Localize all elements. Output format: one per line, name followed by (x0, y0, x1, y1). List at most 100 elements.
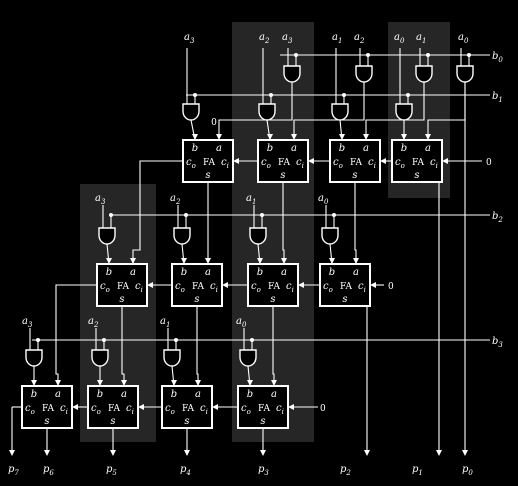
junction-dot (332, 213, 336, 217)
arrow-head (138, 404, 144, 410)
arrow-head (110, 450, 116, 456)
fa-port-b: b (192, 143, 198, 154)
fa-port-s: s (44, 416, 49, 427)
and-gate-top-0 (283, 65, 301, 83)
column-band (232, 22, 314, 442)
fa-port-s: s (260, 416, 265, 427)
arrow-head (212, 404, 218, 410)
fa-port-b: b (171, 389, 177, 400)
junction-dot (250, 338, 254, 342)
arrow-head (130, 258, 136, 264)
arrow-head (363, 134, 369, 140)
fa-port-b: b (329, 267, 335, 278)
label-zero: 0 (320, 404, 326, 414)
fa-port-ci: ci (200, 403, 208, 416)
junction-dot (174, 338, 178, 342)
arrow-head (281, 258, 287, 264)
column-highlight-bands (80, 22, 450, 442)
fa-label: FA (182, 404, 194, 414)
arrow-head (181, 258, 187, 264)
wire (293, 82, 365, 140)
wire (354, 182, 357, 264)
arrow-head (147, 282, 153, 288)
fa-port-ci: ci (135, 281, 143, 294)
label-r3-a3: a0 (236, 316, 247, 329)
and-gate-r1-1 (258, 103, 276, 121)
wires (9, 48, 490, 456)
fa-label: FA (350, 158, 362, 168)
fa-port-b: b (181, 267, 187, 278)
label-p6: p6 (43, 464, 54, 477)
arrow-head (233, 158, 239, 164)
fa-port-b: b (257, 267, 263, 278)
fa-port-s: s (342, 294, 347, 305)
junction-dot (467, 53, 471, 57)
arrow-head (260, 450, 266, 456)
arrow-head (97, 380, 103, 386)
fa-port-co: co (91, 403, 101, 416)
fa-port-s: s (414, 170, 419, 181)
fa-port-ci: ci (368, 157, 376, 170)
label-top-a2: a3 (282, 32, 293, 45)
fa-r2-c1 (171, 263, 223, 307)
label-top-a3: a1 (332, 32, 342, 45)
junction-dot (102, 338, 106, 342)
fa-port-co: co (333, 157, 343, 170)
label-p5: p5 (106, 464, 117, 477)
fa-port-ci: ci (126, 403, 134, 416)
and-gate-r1-2 (331, 103, 349, 121)
fa-label: FA (192, 282, 204, 292)
junction-dot (426, 53, 430, 57)
arrow-head (291, 134, 297, 140)
arrow-head (9, 450, 15, 456)
label-top-a0: a3 (184, 32, 195, 45)
fa-r3-c2 (161, 385, 213, 429)
fa-label: FA (412, 158, 424, 168)
fa-port-co: co (175, 281, 185, 294)
fa-port-b: b (339, 143, 345, 154)
fa-r2-c0 (96, 263, 148, 307)
label-b3: b3 (492, 336, 503, 349)
label-p7: p7 (8, 464, 19, 477)
fa-port-co: co (241, 403, 251, 416)
arrow-head (222, 282, 228, 288)
label-p1: p1 (412, 464, 423, 477)
label-r3-a0: a3 (22, 316, 33, 329)
fa-label: FA (258, 404, 270, 414)
fa-port-b: b (247, 389, 253, 400)
junction-dot (269, 93, 273, 97)
fa-port-s: s (194, 294, 199, 305)
fa-port-co: co (323, 281, 333, 294)
label-b1: b1 (492, 91, 503, 104)
arrow-head (55, 380, 61, 386)
fa-port-b: b (401, 143, 407, 154)
fa-port-ci: ci (430, 157, 438, 170)
and-gate-r3-0 (25, 349, 43, 367)
wire (218, 82, 293, 140)
arrow-head (267, 134, 273, 140)
and-gate-r3-1 (91, 349, 109, 367)
label-top-a6: a1 (416, 32, 426, 45)
arrow-head (370, 282, 376, 288)
label-top-a7: a0 (458, 32, 469, 45)
junction-dot (184, 213, 188, 217)
arrow-head (184, 450, 190, 456)
fa-r2-c2 (247, 263, 299, 307)
fa-port-a: a (216, 143, 222, 154)
fa-port-b: b (31, 389, 37, 400)
arrow-head (401, 134, 407, 140)
fa-port-co: co (25, 403, 35, 416)
and-gate-r2-0 (98, 227, 116, 245)
fa-port-s: s (110, 416, 115, 427)
arrow-head (257, 258, 263, 264)
and-gate-top-3 (456, 65, 474, 83)
fa-r1-c2 (329, 139, 381, 183)
fa-port-a: a (363, 143, 369, 154)
fa-port-a: a (291, 143, 297, 154)
arrow-head (364, 450, 370, 456)
arrow-head (216, 134, 222, 140)
and-gate-r2-1 (173, 227, 191, 245)
arrow-head (171, 380, 177, 386)
fa-port-b: b (97, 389, 103, 400)
